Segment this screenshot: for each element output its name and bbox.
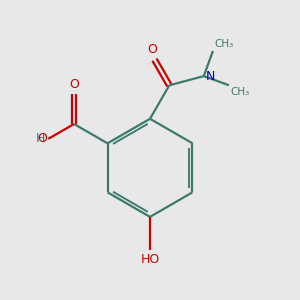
Text: CH₃: CH₃ xyxy=(230,87,250,97)
Text: HO: HO xyxy=(140,253,160,266)
Text: CH₃: CH₃ xyxy=(214,40,234,50)
Text: O: O xyxy=(147,43,157,56)
Text: O: O xyxy=(69,78,79,91)
Text: H: H xyxy=(36,132,45,146)
Text: O: O xyxy=(37,132,47,145)
Text: N: N xyxy=(205,70,214,83)
